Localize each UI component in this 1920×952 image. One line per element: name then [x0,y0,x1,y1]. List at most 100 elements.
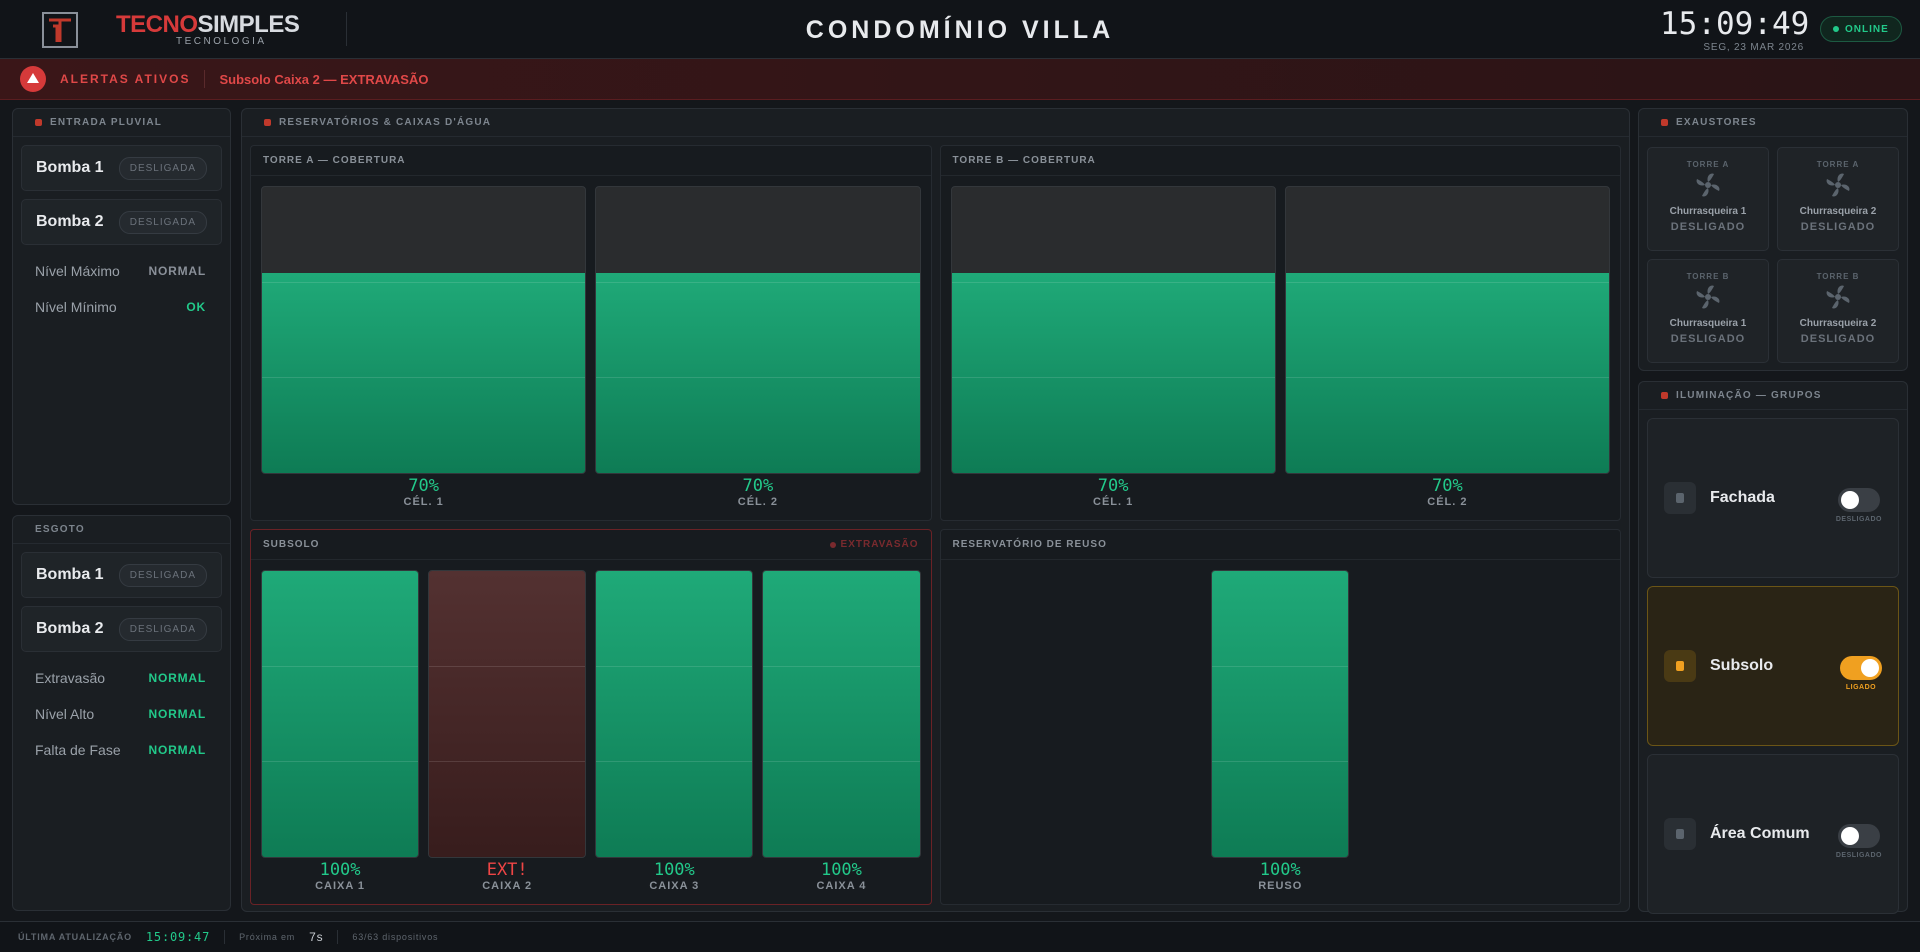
fan-name: Churrasqueira 1 [1669,206,1747,217]
fan-state: DESLIGADO [1800,221,1876,233]
sensor-row: Nível Alto NORMAL [13,696,230,732]
tank-percent: 70% [742,476,774,496]
group-header: TORRE A — COBERTURA [251,146,931,176]
tank-group: TORRE A — COBERTURA 70% CÉL. 1 70% CÉL. 2 [250,145,932,521]
tank-box [261,570,420,858]
alert-icon [20,66,46,92]
light-icon [1664,482,1696,514]
tank-box [595,186,921,474]
tank: 100% CAIXA 3 [595,570,754,900]
light-icon [1664,650,1696,682]
tank-name: CÉL. 2 [737,496,778,508]
tank: 70% CÉL. 1 [950,186,1276,516]
tank-name: CAIXA 4 [816,880,867,892]
fans-panel: EXAUSTORES TORRE A Churrasqueira 1 DESLIGA… [1638,108,1908,371]
header: TECNOSIMPLES TECNOLOGIA CONDOMÍNIO VILLA… [0,0,1920,59]
fan-icon [1694,171,1722,204]
fan-state: DESLIGADO [1800,333,1876,345]
tank-name: CAIXA 2 [482,880,533,892]
tank-level [1285,272,1609,473]
sensor-state: OK [186,300,206,314]
clock: 15:09:49 [1660,6,1810,42]
panel-title: ENTRADA PLUVIAL [50,117,163,128]
brand-a: TECNO [116,11,198,38]
light-card: Fachada DESLIGADO [1647,418,1899,578]
tank-level [596,272,920,473]
sensor-name: Falta de Fase [35,742,121,758]
tank-box [261,186,587,474]
tank-percent: 100% [319,860,361,880]
tank: 100% REUSO [1211,570,1350,900]
fan-name: Churrasqueira 2 [1799,318,1877,329]
fan-card: TORRE B Churrasqueira 2 DESLIGADO [1777,259,1899,363]
tank-gridline [429,665,586,667]
tank-box [1211,570,1350,858]
group-title: RESERVATÓRIO DE REUSO [952,539,1107,550]
light-card: Subsolo LIGADO [1647,586,1899,746]
updated-time: 15:09:47 [145,930,211,944]
sensor-name: Extravasão [35,670,106,686]
date: SEG, 23 MAR 2026 [1703,42,1804,53]
light-toggle[interactable] [1837,487,1880,512]
tank-row: 70% CÉL. 1 70% CÉL. 2 [941,176,1621,520]
footer: ÚLTIMA ATUALIZAÇÃO 15:09:47 Próxima em 7… [0,921,1920,952]
tank-gridline [596,376,920,378]
pump-row: Bomba 1 DESLIGADA [21,552,222,598]
tank-percent: 70% [408,476,439,496]
fan-tower: TORRE B [1816,272,1860,281]
light-state: LIGADO [1845,683,1877,691]
group-header: RESERVATÓRIO DE REUSO [940,530,1620,560]
fan-card: TORRE A Churrasqueira 2 DESLIGADO [1777,147,1899,251]
fan-icon [1824,283,1852,316]
group-title: TORRE A — COBERTURA [263,155,406,166]
tank-gridline [262,281,586,283]
pump-row: Bomba 2 DESLIGADA [21,606,222,652]
brand-b: SIMPLES [197,11,300,38]
tank-level [429,571,586,857]
pump-row: Bomba 2 DESLIGADA [21,199,222,245]
tank-gridline [1285,281,1609,283]
tank-group: TORRE B — COBERTURA 70% CÉL. 1 70% CÉL. 2 [939,145,1621,521]
sensor-row: Nível Máximo NORMAL [13,253,230,289]
fan-tower: TORRE B [1686,272,1730,281]
lights-panel: ILUMINAÇÃO — GRUPOS Fachada DESLIGADO Subs… [1638,381,1908,914]
pump-name: Bomba 1 [36,159,104,176]
tank-gridline [763,760,920,762]
tank-box [950,186,1276,474]
tank-gridline [1212,760,1349,762]
fan-state: DESLIGADO [1670,333,1746,345]
sensor-state: NORMAL [148,707,206,721]
fan-card: TORRE B Churrasqueira 1 DESLIGADO [1647,259,1769,363]
fan-tower: TORRE A [1686,160,1730,169]
light-icon [1664,818,1696,850]
alert-text: EXTRAVASÃO [840,539,919,550]
fan-icon [1694,283,1722,316]
devices: 63/63 dispositivos [352,932,439,942]
tank-name: CAIXA 3 [649,880,700,892]
tank-group: RESERVATÓRIO DE REUSO 100% REUSO [939,529,1621,905]
sensor-name: Nível Mínimo [35,299,117,315]
alert-dot [829,541,836,548]
light-toggle[interactable] [1837,823,1880,848]
next-time: 7s [309,930,324,944]
status-badge: ONLINE [1820,16,1902,42]
tagline: TECNOLOGIA [176,36,267,47]
tank: 70% CÉL. 2 [595,186,921,516]
fan-tower: TORRE A [1816,160,1860,169]
sensor-row: Extravasão NORMAL [13,660,230,696]
sensor-state: NORMAL [148,743,206,757]
pump-row: Bomba 1 DESLIGADA [21,145,222,191]
tank-percent: EXT! [486,860,528,880]
tank-name: CAIXA 1 [315,880,366,892]
panel-header: ESGOTO [13,516,230,544]
tank-gridline [262,760,419,762]
tank-gridline [1212,665,1349,667]
tank-gridline [596,281,920,283]
light-toggle[interactable] [1840,655,1882,680]
tank-name: CÉL. 2 [1427,496,1468,508]
tank: 70% CÉL. 2 [1284,186,1610,516]
pump-name: Bomba 1 [36,566,104,583]
